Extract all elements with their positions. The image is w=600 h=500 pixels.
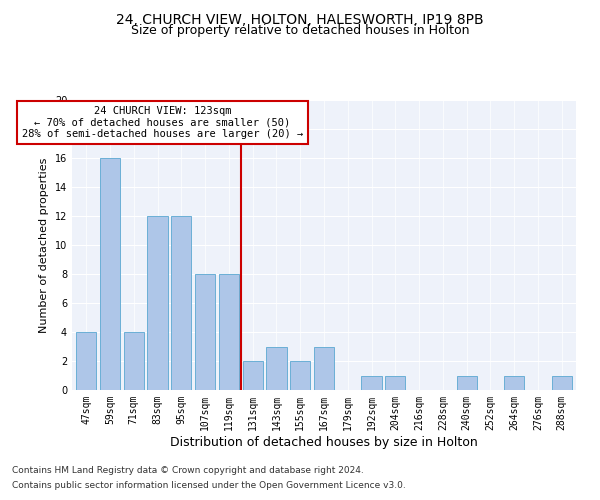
Text: 24 CHURCH VIEW: 123sqm
← 70% of detached houses are smaller (50)
28% of semi-det: 24 CHURCH VIEW: 123sqm ← 70% of detached… (22, 106, 303, 139)
Bar (504, 376, 524, 390)
Bar (148, 216, 167, 390)
Bar (551, 376, 572, 390)
Y-axis label: Number of detached properties: Number of detached properties (39, 158, 49, 332)
Bar (195, 274, 215, 390)
Bar (242, 361, 263, 390)
Bar (124, 332, 144, 390)
Bar (219, 274, 239, 390)
X-axis label: Distribution of detached houses by size in Holton: Distribution of detached houses by size … (170, 436, 478, 448)
Bar (171, 216, 191, 390)
Bar (76, 332, 97, 390)
Bar (266, 346, 287, 390)
Text: Size of property relative to detached houses in Holton: Size of property relative to detached ho… (131, 24, 469, 37)
Bar (457, 376, 477, 390)
Bar (385, 376, 406, 390)
Bar (361, 376, 382, 390)
Bar (100, 158, 120, 390)
Text: Contains public sector information licensed under the Open Government Licence v3: Contains public sector information licen… (12, 481, 406, 490)
Bar (290, 361, 310, 390)
Text: 24, CHURCH VIEW, HOLTON, HALESWORTH, IP19 8PB: 24, CHURCH VIEW, HOLTON, HALESWORTH, IP1… (116, 12, 484, 26)
Text: Contains HM Land Registry data © Crown copyright and database right 2024.: Contains HM Land Registry data © Crown c… (12, 466, 364, 475)
Bar (314, 346, 334, 390)
